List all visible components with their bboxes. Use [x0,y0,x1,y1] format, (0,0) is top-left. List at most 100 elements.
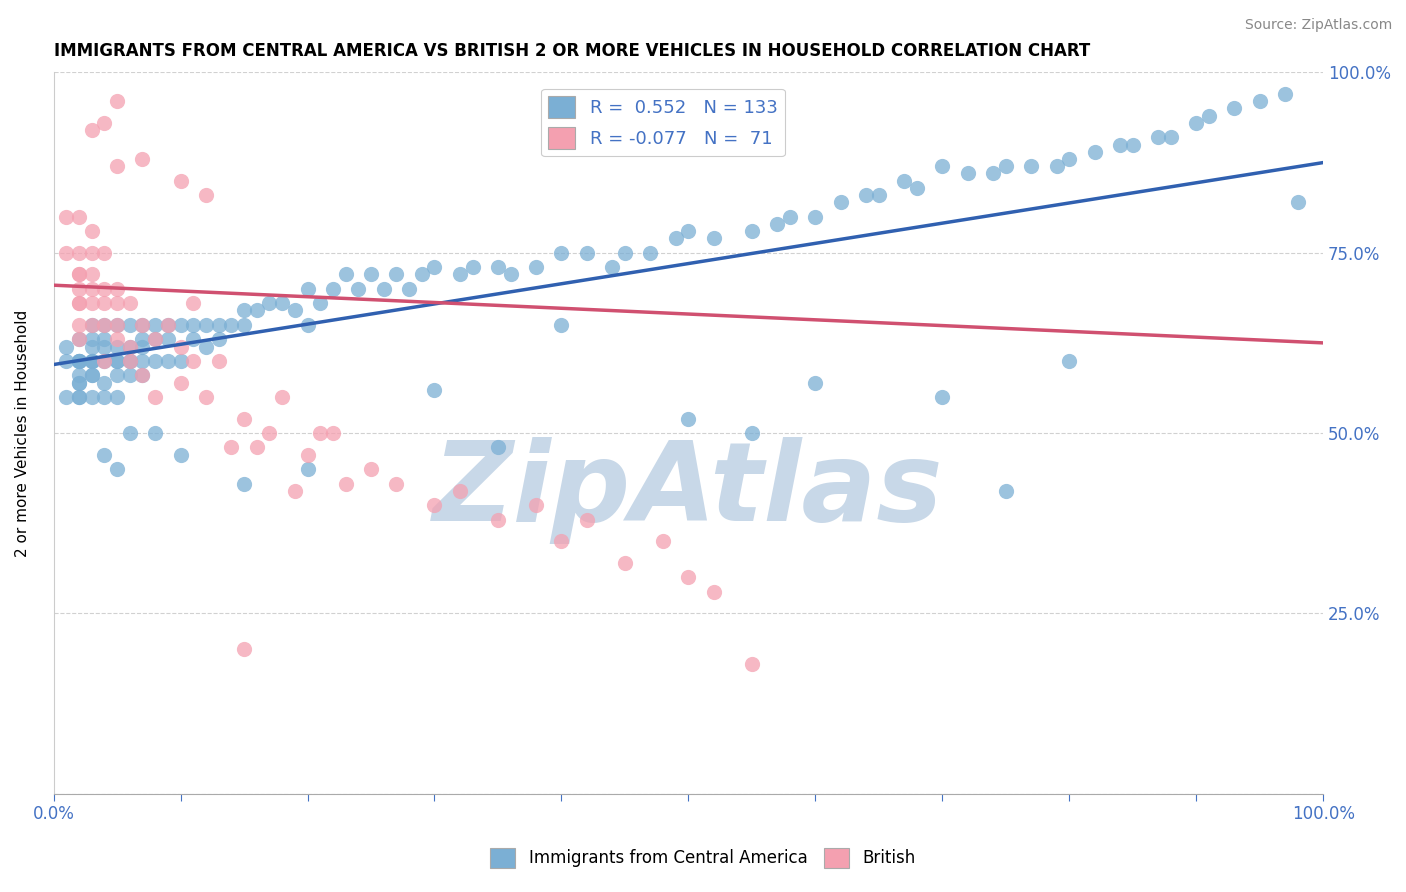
Point [105,318,128,332]
Point [1185,116,1208,130]
Point [678,411,700,425]
Point [143,318,166,332]
Point [981,166,1004,180]
Point [80,268,103,282]
Point [55,210,77,224]
Legend: R =  0.552   N = 133, R = -0.077   N =  71: R = 0.552 N = 133, R = -0.077 N = 71 [541,88,785,156]
Point [118,296,141,310]
Point [524,260,547,275]
Point [741,657,763,671]
Point [1160,130,1182,145]
Point [284,483,307,498]
Point [373,282,395,296]
Point [297,318,319,332]
Point [678,570,700,584]
Point [67,354,90,368]
Point [665,231,688,245]
Point [93,116,115,130]
Point [93,354,115,368]
Point [449,483,471,498]
Point [93,332,115,346]
Point [1286,195,1309,210]
Point [169,376,191,390]
Point [80,339,103,353]
Point [322,282,344,296]
Point [600,260,623,275]
Point [297,462,319,476]
Point [131,354,153,368]
Point [93,282,115,296]
Point [461,260,484,275]
Point [80,123,103,137]
Point [575,245,598,260]
Point [93,318,115,332]
Point [271,296,294,310]
Point [385,476,408,491]
Point [169,339,191,353]
Point [67,376,90,390]
Point [67,245,90,260]
Point [143,332,166,346]
Point [486,441,509,455]
Point [194,188,217,202]
Point [93,376,115,390]
Point [1223,102,1246,116]
Point [105,318,128,332]
Point [80,332,103,346]
Point [194,318,217,332]
Point [233,642,256,657]
Point [486,513,509,527]
Point [208,318,231,332]
Point [931,159,953,173]
Point [105,354,128,368]
Point [105,354,128,368]
Point [131,368,153,383]
Point [1045,159,1067,173]
Point [93,390,115,404]
Point [93,354,115,368]
Point [297,282,319,296]
Point [67,354,90,368]
Point [156,354,179,368]
Point [67,268,90,282]
Point [105,95,128,109]
Point [385,268,408,282]
Point [233,476,256,491]
Point [613,556,636,570]
Point [741,224,763,238]
Point [67,376,90,390]
Point [80,318,103,332]
Point [830,195,852,210]
Point [994,483,1017,498]
Point [1274,87,1296,101]
Point [1249,95,1271,109]
Point [233,411,256,425]
Point [246,441,269,455]
Text: Source: ZipAtlas.com: Source: ZipAtlas.com [1244,18,1392,32]
Point [143,332,166,346]
Point [67,390,90,404]
Point [105,159,128,173]
Point [169,354,191,368]
Point [118,318,141,332]
Point [652,534,675,549]
Point [1057,354,1080,368]
Point [297,448,319,462]
Point [233,318,256,332]
Point [67,210,90,224]
Point [118,339,141,353]
Point [105,390,128,404]
Point [703,231,725,245]
Point [143,354,166,368]
Point [550,318,572,332]
Point [93,448,115,462]
Point [335,268,357,282]
Point [67,296,90,310]
Point [931,390,953,404]
Point [143,390,166,404]
Point [766,217,789,231]
Point [80,354,103,368]
Point [398,282,420,296]
Point [550,245,572,260]
Point [93,318,115,332]
